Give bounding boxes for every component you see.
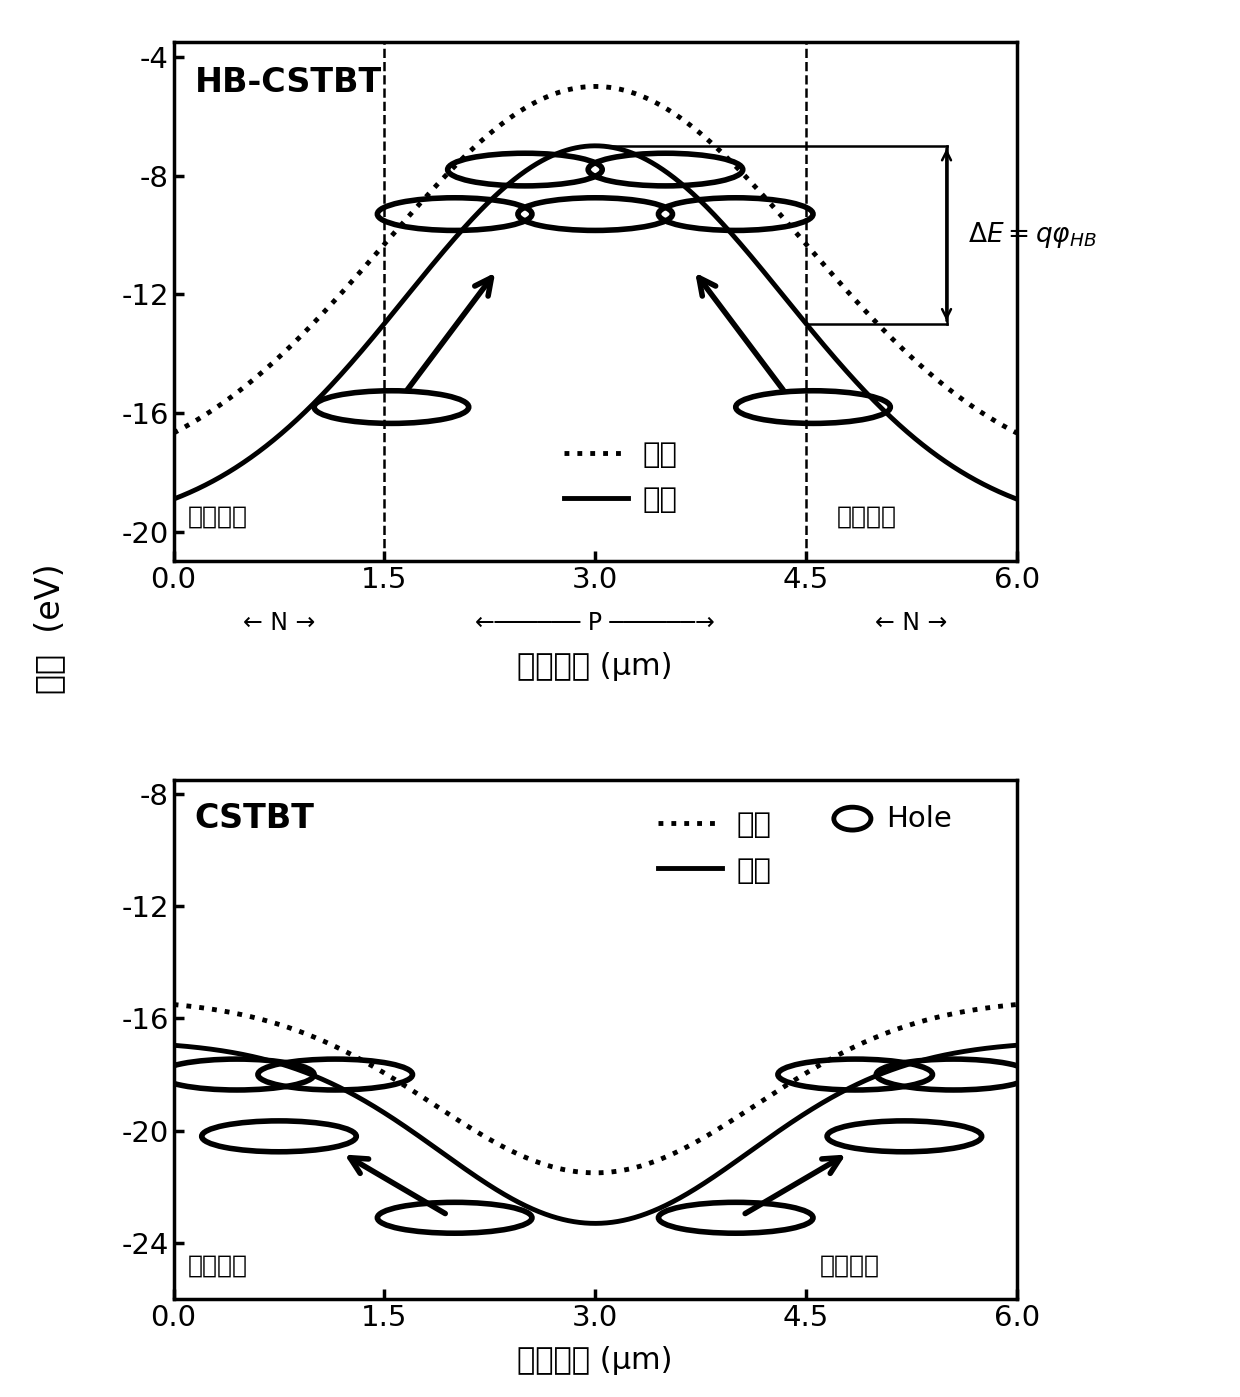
Text: 空穴势阱: 空穴势阱 (820, 1253, 880, 1277)
Text: HB-CSTBT: HB-CSTBT (195, 66, 382, 99)
Legend: 导带, 价带: 导带, 价带 (646, 799, 782, 897)
Text: ← N →: ← N → (243, 610, 315, 634)
X-axis label: 横向距离 (μm): 横向距离 (μm) (517, 1345, 673, 1375)
Text: ← N →: ← N → (875, 610, 947, 634)
Text: 空穴势帢: 空穴势帢 (187, 504, 248, 529)
Text: ←────── P ──────→: ←────── P ──────→ (475, 610, 715, 634)
Text: 空穴势帢: 空穴势帢 (837, 504, 897, 529)
Text: Hole: Hole (887, 805, 952, 833)
Legend: 导带, 价带: 导带, 价带 (552, 429, 689, 527)
Text: 能带  (eV): 能带 (eV) (33, 563, 66, 694)
Text: 空穴势阱: 空穴势阱 (187, 1253, 248, 1277)
Text: $\Delta E=q\varphi_{HB}$: $\Delta E=q\varphi_{HB}$ (967, 219, 1096, 250)
Text: 横向距离 (μm): 横向距离 (μm) (517, 652, 673, 682)
Text: CSTBT: CSTBT (195, 802, 315, 835)
